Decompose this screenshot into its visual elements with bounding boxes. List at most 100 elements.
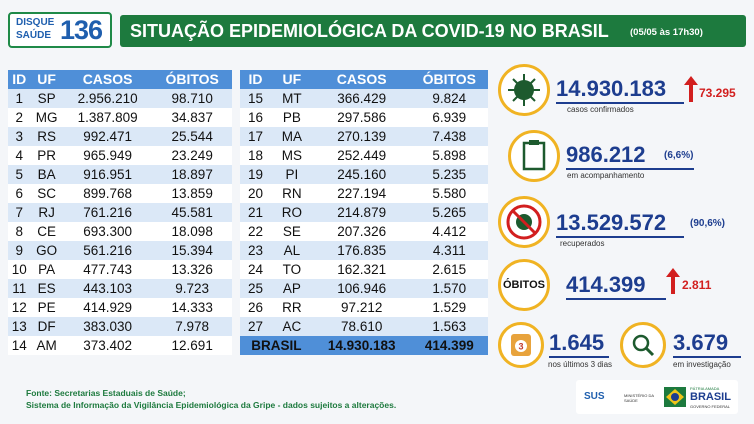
cell: DF: [30, 317, 63, 336]
row: 7 RJ 761.216 45.581: [8, 203, 232, 222]
cell: 1.563: [410, 317, 488, 336]
country: BRASIL: [690, 391, 731, 403]
row: 12 PE 414.929 14.333: [8, 298, 232, 317]
stat-label: em investigação: [673, 360, 731, 369]
cell: 992.471: [62, 127, 153, 146]
cell: 561.216: [62, 241, 153, 260]
row: 4 PR 965.949 23.249: [8, 146, 232, 165]
cell: GO: [30, 241, 63, 260]
cell: 227.194: [312, 184, 411, 203]
row: 1 SP 2.956.210 98.710: [8, 89, 232, 108]
cell: 7: [8, 203, 31, 222]
row: 17 MA 270.139 7.438: [240, 127, 488, 146]
logo-text: SAÚDE: [16, 30, 52, 41]
total-row: BRASIL 14.930.183 414.399: [240, 336, 488, 355]
row: 9 GO 561.216 15.394: [8, 241, 232, 260]
total-cell: BRASIL: [240, 336, 313, 355]
cell: 899.768: [62, 184, 153, 203]
row: 15 MT 366.429 9.824: [240, 89, 488, 108]
cell: 383.030: [62, 317, 153, 336]
calendar-icon: 3: [498, 322, 544, 368]
cell: 6: [8, 184, 31, 203]
cell: 98.710: [152, 89, 232, 108]
cell: 24: [240, 260, 271, 279]
cell: 2.956.210: [62, 89, 153, 108]
cell: 297.586: [312, 108, 411, 127]
cell: SE: [271, 222, 313, 241]
calendar-number: 3: [518, 342, 523, 352]
cell: CE: [30, 222, 63, 241]
cell: 7.438: [410, 127, 488, 146]
title: SITUAÇÃO EPIDEMIOLÓGICA DA COVID-19 NO B…: [130, 21, 609, 41]
stat-value: 414.399: [566, 272, 646, 297]
cell: 414.929: [62, 298, 153, 317]
underline: [556, 236, 684, 238]
cell: 5.898: [410, 146, 488, 165]
cell: 13.326: [152, 260, 232, 279]
stat-value: 14.930.183: [556, 76, 667, 101]
table-right: ID UF CASOS ÓBITOS 15 MT 366.429 9.824 16 PB 297.5…: [240, 70, 488, 355]
cell: AC: [271, 317, 313, 336]
underline: [566, 298, 666, 300]
cell: MG: [30, 108, 63, 127]
cell: 176.835: [312, 241, 411, 260]
cell: 761.216: [62, 203, 153, 222]
search-icon: [620, 322, 666, 368]
cell: 27: [240, 317, 271, 336]
cell: RN: [271, 184, 313, 203]
logo-text: DISQUE: [16, 17, 55, 28]
stat-value: 13.529.572: [556, 210, 667, 235]
cell: 18.098: [152, 222, 232, 241]
cell: BA: [30, 165, 63, 184]
icon: [632, 334, 655, 357]
government: GOVERNO FEDERAL: [690, 404, 731, 409]
ministry: MINISTÉRIO DA SAÚDE: [624, 393, 654, 403]
cell: 78.610: [312, 317, 411, 336]
cell: 11: [8, 279, 31, 298]
underline: [556, 102, 684, 104]
stat-value: 1.645: [549, 330, 605, 355]
cell: TO: [271, 260, 313, 279]
cell: 9: [8, 241, 31, 260]
cell: RJ: [30, 203, 63, 222]
cell: SP: [30, 89, 63, 108]
cell: 5.235: [410, 165, 488, 184]
cell: 5.580: [410, 184, 488, 203]
cell: 19: [240, 165, 271, 184]
stat-value: 3.679: [673, 330, 729, 355]
cell: 1.387.809: [62, 108, 153, 127]
icon: [522, 140, 546, 171]
cell: ES: [30, 279, 63, 298]
column-header: ID: [240, 70, 271, 89]
sus-logo: SUS: [584, 391, 605, 402]
row: 5 BA 916.951 18.897: [8, 165, 232, 184]
virus-icon: [498, 64, 550, 116]
cell: 25.544: [152, 127, 232, 146]
footer-source: Fonte: Secretarias Estaduais de Saúde;: [26, 388, 186, 398]
row: 2 MG 1.387.809 34.837: [8, 108, 232, 127]
cell: 3: [8, 127, 31, 146]
cell: 6.939: [410, 108, 488, 127]
cell: PA: [30, 260, 63, 279]
cell: RO: [271, 203, 313, 222]
cell: 45.581: [152, 203, 232, 222]
deaths-badge: ÓBITOS: [498, 259, 550, 311]
cell: 4.412: [410, 222, 488, 241]
cell: AP: [271, 279, 313, 298]
row: 24 TO 162.321 2.615: [240, 260, 488, 279]
cell: 4: [8, 146, 31, 165]
footer-note: Sistema de Informação da Vigilância Epid…: [26, 400, 397, 410]
stat-label: em acompanhamento: [567, 171, 645, 180]
underline: [673, 356, 741, 358]
cell: 207.326: [312, 222, 411, 241]
logo-number: 136: [60, 15, 103, 45]
column-header: CASOS: [62, 70, 153, 89]
cell: 18: [240, 146, 271, 165]
stat-percent: (6,6%): [664, 150, 694, 161]
cell: 5: [8, 165, 31, 184]
column-header: UF: [271, 70, 313, 89]
column-header: CASOS: [312, 70, 411, 89]
stat-percent: (90,6%): [690, 218, 726, 229]
stat-delta: 73.295: [699, 86, 736, 100]
